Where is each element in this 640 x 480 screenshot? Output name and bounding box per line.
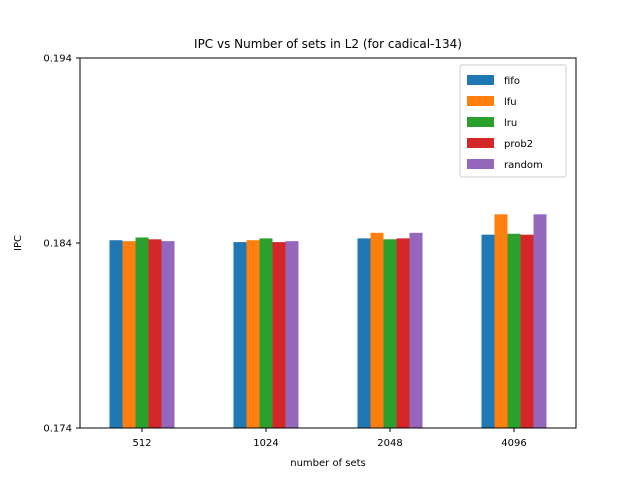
x-tick-label-4096: 4096	[501, 438, 526, 449]
bar-fifo-4096	[481, 234, 495, 428]
x-axis: 512 1024 2048 4096	[132, 428, 527, 449]
bar-lru-512	[135, 237, 149, 428]
legend-label-lfu: lfu	[504, 97, 517, 108]
bar-prob2-2048	[396, 238, 410, 428]
legend-label-fifo: fifo	[504, 76, 520, 87]
y-tick-label-0.174: 0.174	[43, 424, 72, 435]
y-axis: 0.174 0.184 0.194	[43, 54, 80, 435]
bar-fifo-512	[109, 240, 123, 428]
legend-swatch-prob2	[467, 138, 494, 148]
bar-prob2-512	[148, 239, 162, 428]
bar-lru-1024	[259, 238, 273, 428]
x-axis-label: number of sets	[290, 458, 366, 469]
plot-frame	[79, 57, 577, 429]
bar-lru-4096	[507, 233, 521, 428]
legend: fifo lfu lru prob2 random	[459, 64, 567, 178]
x-tick-label-1024: 1024	[253, 438, 278, 449]
legend-swatch-random	[467, 159, 494, 169]
chart-title: IPC vs Number of sets in L2 (for cadical…	[194, 37, 462, 51]
bar-random-1024	[285, 241, 299, 428]
bar-lru-2048	[383, 239, 397, 428]
legend-swatch-lru	[467, 117, 494, 127]
legend-box	[459, 64, 567, 178]
legend-label-random: random	[504, 160, 543, 171]
y-axis-label: IPC	[13, 235, 24, 251]
x-tick-label-2048: 2048	[377, 438, 402, 449]
bars-group	[109, 214, 547, 428]
bar-random-4096	[533, 214, 547, 428]
y-tick-label-0.194: 0.194	[43, 54, 72, 65]
bar-prob2-4096	[520, 234, 534, 428]
y-tick-label-0.184: 0.184	[43, 239, 72, 250]
bar-random-512	[161, 241, 175, 428]
bar-lfu-2048	[370, 232, 384, 428]
legend-swatch-fifo	[467, 75, 494, 85]
bar-lfu-1024	[246, 240, 260, 428]
bar-lfu-512	[122, 241, 136, 428]
legend-swatch-lfu	[467, 96, 494, 106]
bar-lfu-4096	[494, 214, 508, 428]
legend-label-prob2: prob2	[504, 139, 533, 150]
legend-label-lru: lru	[504, 118, 517, 129]
x-tick-label-512: 512	[132, 438, 151, 449]
bar-fifo-1024	[233, 242, 247, 428]
bar-prob2-1024	[272, 242, 286, 428]
bar-fifo-2048	[357, 238, 371, 428]
bar-random-2048	[409, 232, 423, 428]
